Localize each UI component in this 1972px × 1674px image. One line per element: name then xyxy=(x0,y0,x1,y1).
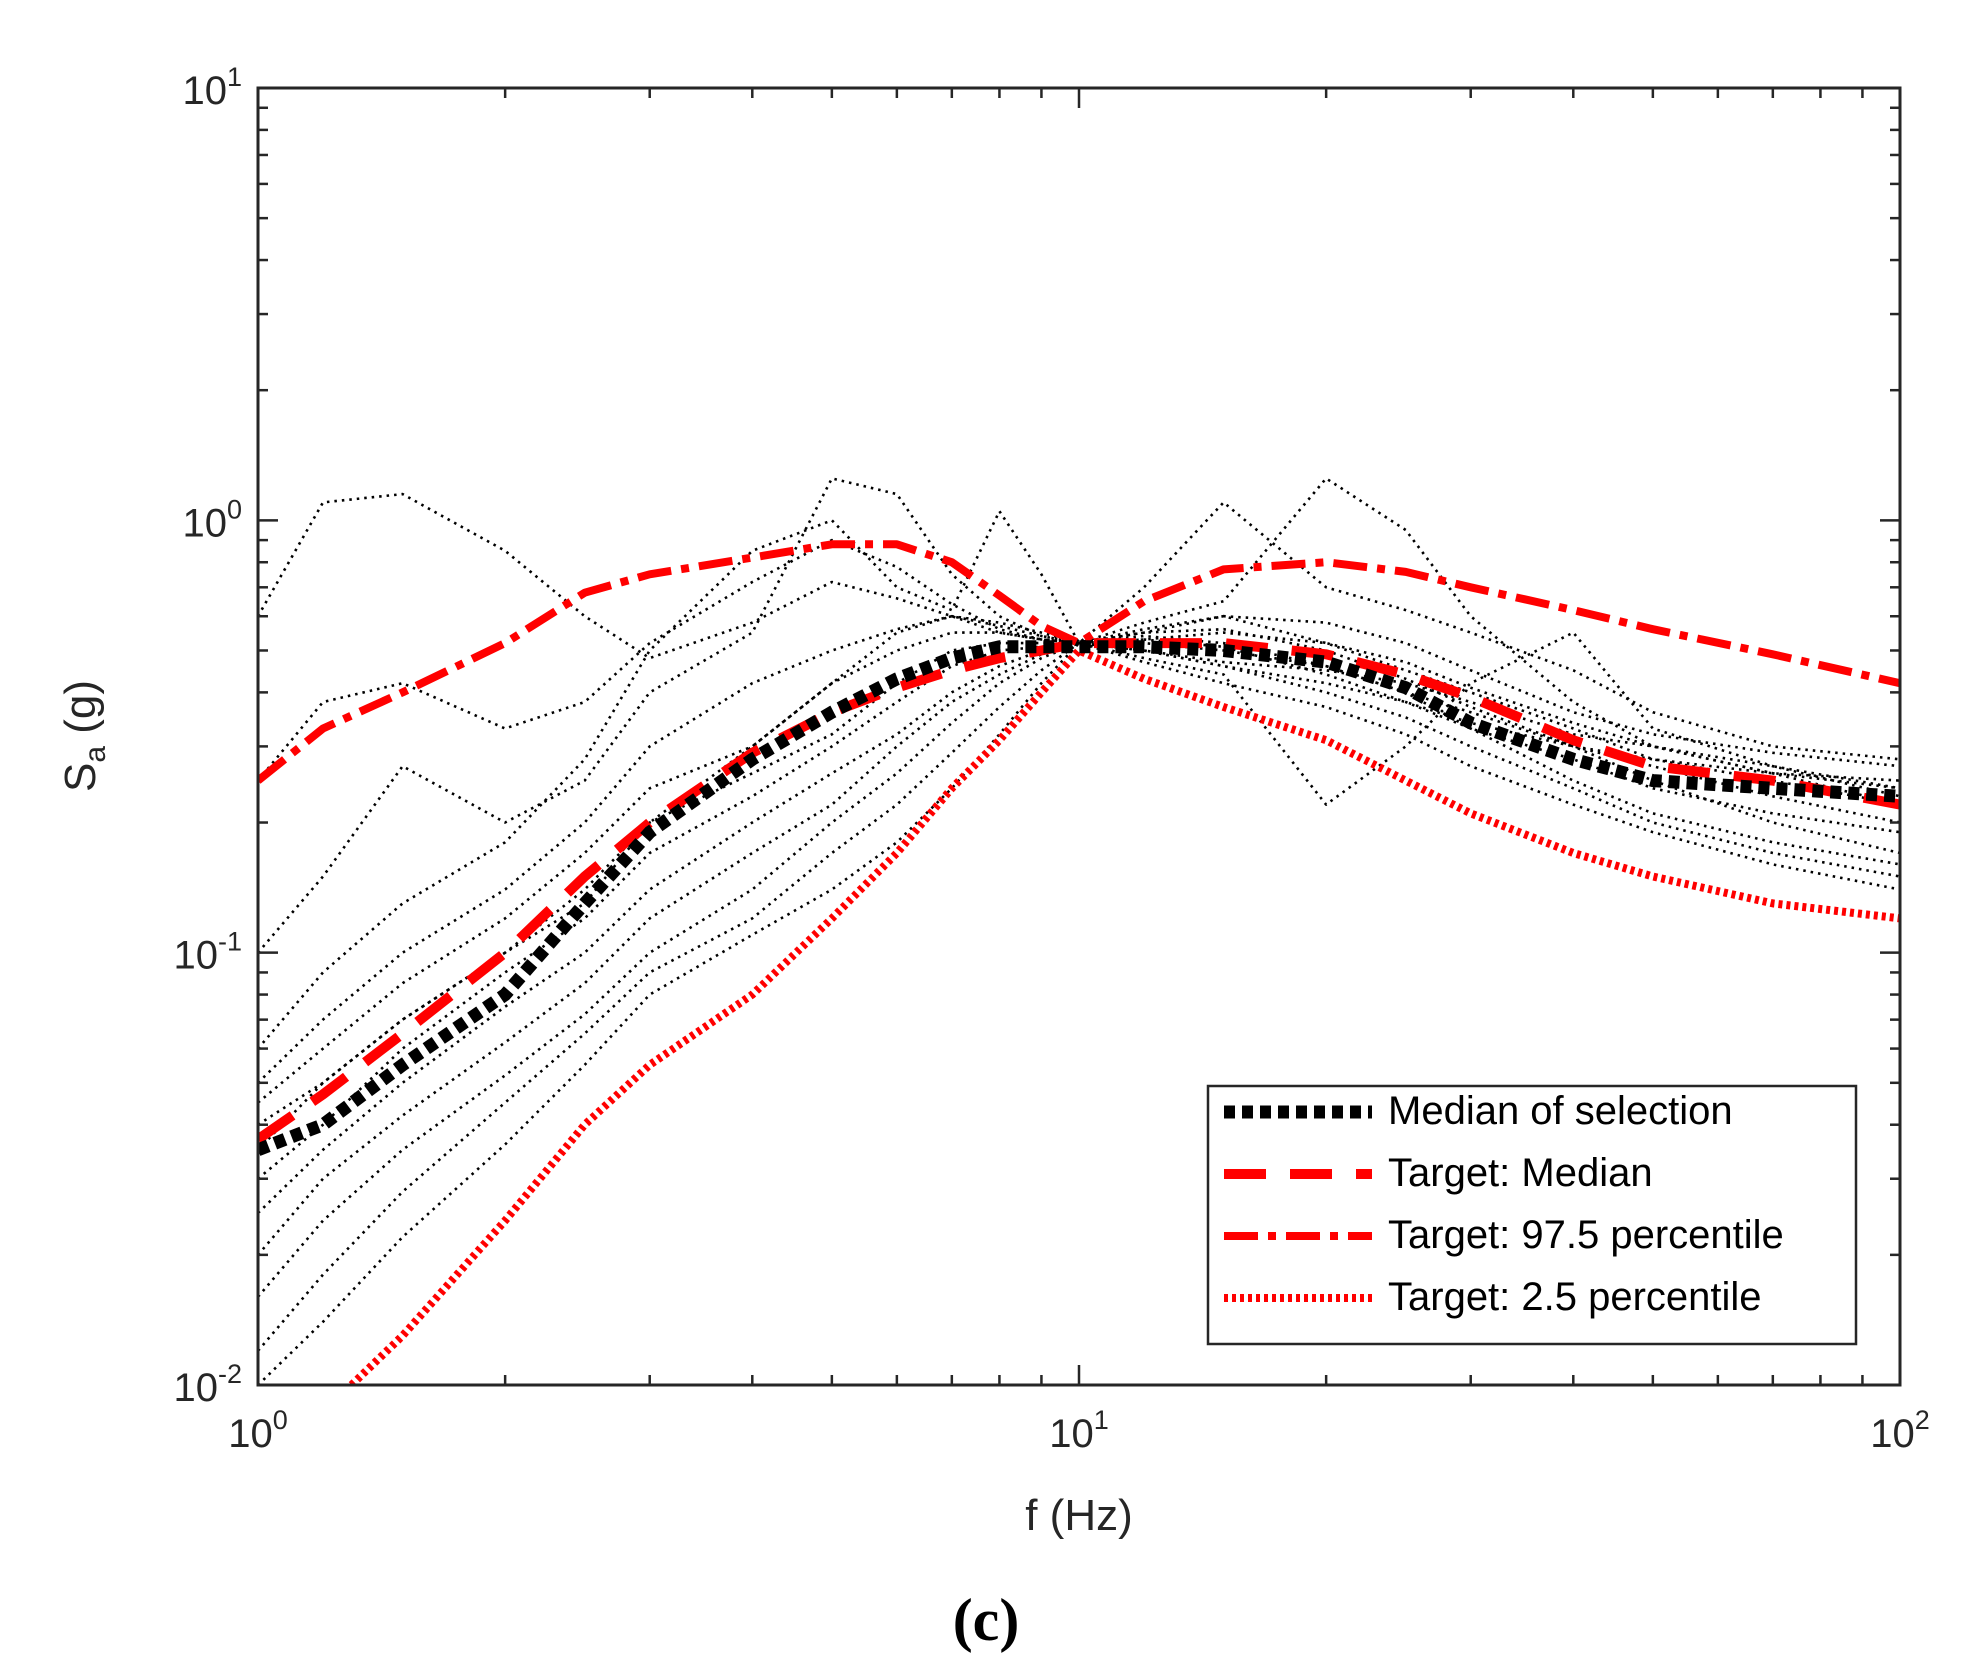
x-tick-label-base: 10 xyxy=(228,1412,273,1456)
series-line-target-97-5-percentile xyxy=(258,540,1900,784)
record-line-8 xyxy=(258,638,1900,1214)
legend-label-2: Target: Median xyxy=(1388,1151,1653,1195)
x-axis-label: f (Hz) xyxy=(1025,1491,1133,1540)
record-line-5 xyxy=(258,614,1900,1104)
y-tick-label-exp: -1 xyxy=(218,927,242,957)
x-tick-label-exp: 2 xyxy=(1915,1405,1930,1435)
record-line-13 xyxy=(258,614,1900,1084)
series-lines xyxy=(258,540,1900,1385)
y-tick-label-base: 10 xyxy=(173,1366,218,1410)
record-line-14 xyxy=(258,614,1900,1151)
y-tick-label: 10-1 xyxy=(173,927,242,978)
y-tick-label: 10-2 xyxy=(173,1359,242,1410)
y-tick-label-exp: 1 xyxy=(227,62,242,92)
series-line-median-of-selection xyxy=(258,640,1900,1156)
record-line-11 xyxy=(258,641,1900,1352)
record-line-3 xyxy=(258,477,1900,954)
legend-label-4: Target: 2.5 percentile xyxy=(1388,1275,1762,1319)
legend-label-3: Target: 97.5 percentile xyxy=(1388,1213,1784,1257)
selection-records xyxy=(258,477,1900,1385)
plot-frame xyxy=(256,86,1902,1387)
y-axis-label-sub: a xyxy=(79,746,112,763)
x-tick-label: 100 xyxy=(228,1405,288,1456)
series-line-target-2-5-percentile xyxy=(348,646,1900,1385)
x-tick-label: 102 xyxy=(1870,1405,1930,1456)
record-line-10 xyxy=(258,634,1900,1298)
y-tick-label-base: 10 xyxy=(173,934,218,978)
y-tick-label: 101 xyxy=(182,62,242,113)
y-axis-label: Sa (g) xyxy=(56,680,112,792)
x-tick-label-exp: 0 xyxy=(273,1405,288,1435)
x-tick-label-base: 10 xyxy=(1870,1412,1915,1456)
y-tick-label-exp: 0 xyxy=(227,494,242,524)
x-tick-label: 101 xyxy=(1049,1405,1109,1456)
y-tick-label-base: 10 xyxy=(182,501,227,545)
legend: Median of selection Target: Median Target:… xyxy=(1206,1084,1858,1346)
x-tick-label-base: 10 xyxy=(1049,1412,1094,1456)
record-line-4 xyxy=(258,501,1900,1050)
y-axis-label-rest: (g) xyxy=(56,680,105,746)
series-line-target-median xyxy=(258,638,1900,1144)
legend-label-1: Median of selection xyxy=(1388,1089,1733,1133)
record-line-9 xyxy=(258,627,1900,1256)
y-tick-label: 100 xyxy=(182,494,242,545)
panel-label: (c) xyxy=(953,1587,1020,1653)
x-tick-label-exp: 1 xyxy=(1094,1405,1109,1435)
y-tick-label-base: 10 xyxy=(182,69,227,113)
record-line-2 xyxy=(258,538,1900,782)
y-axis-label-main: S xyxy=(56,763,105,792)
y-tick-label-exp: -2 xyxy=(218,1359,242,1389)
